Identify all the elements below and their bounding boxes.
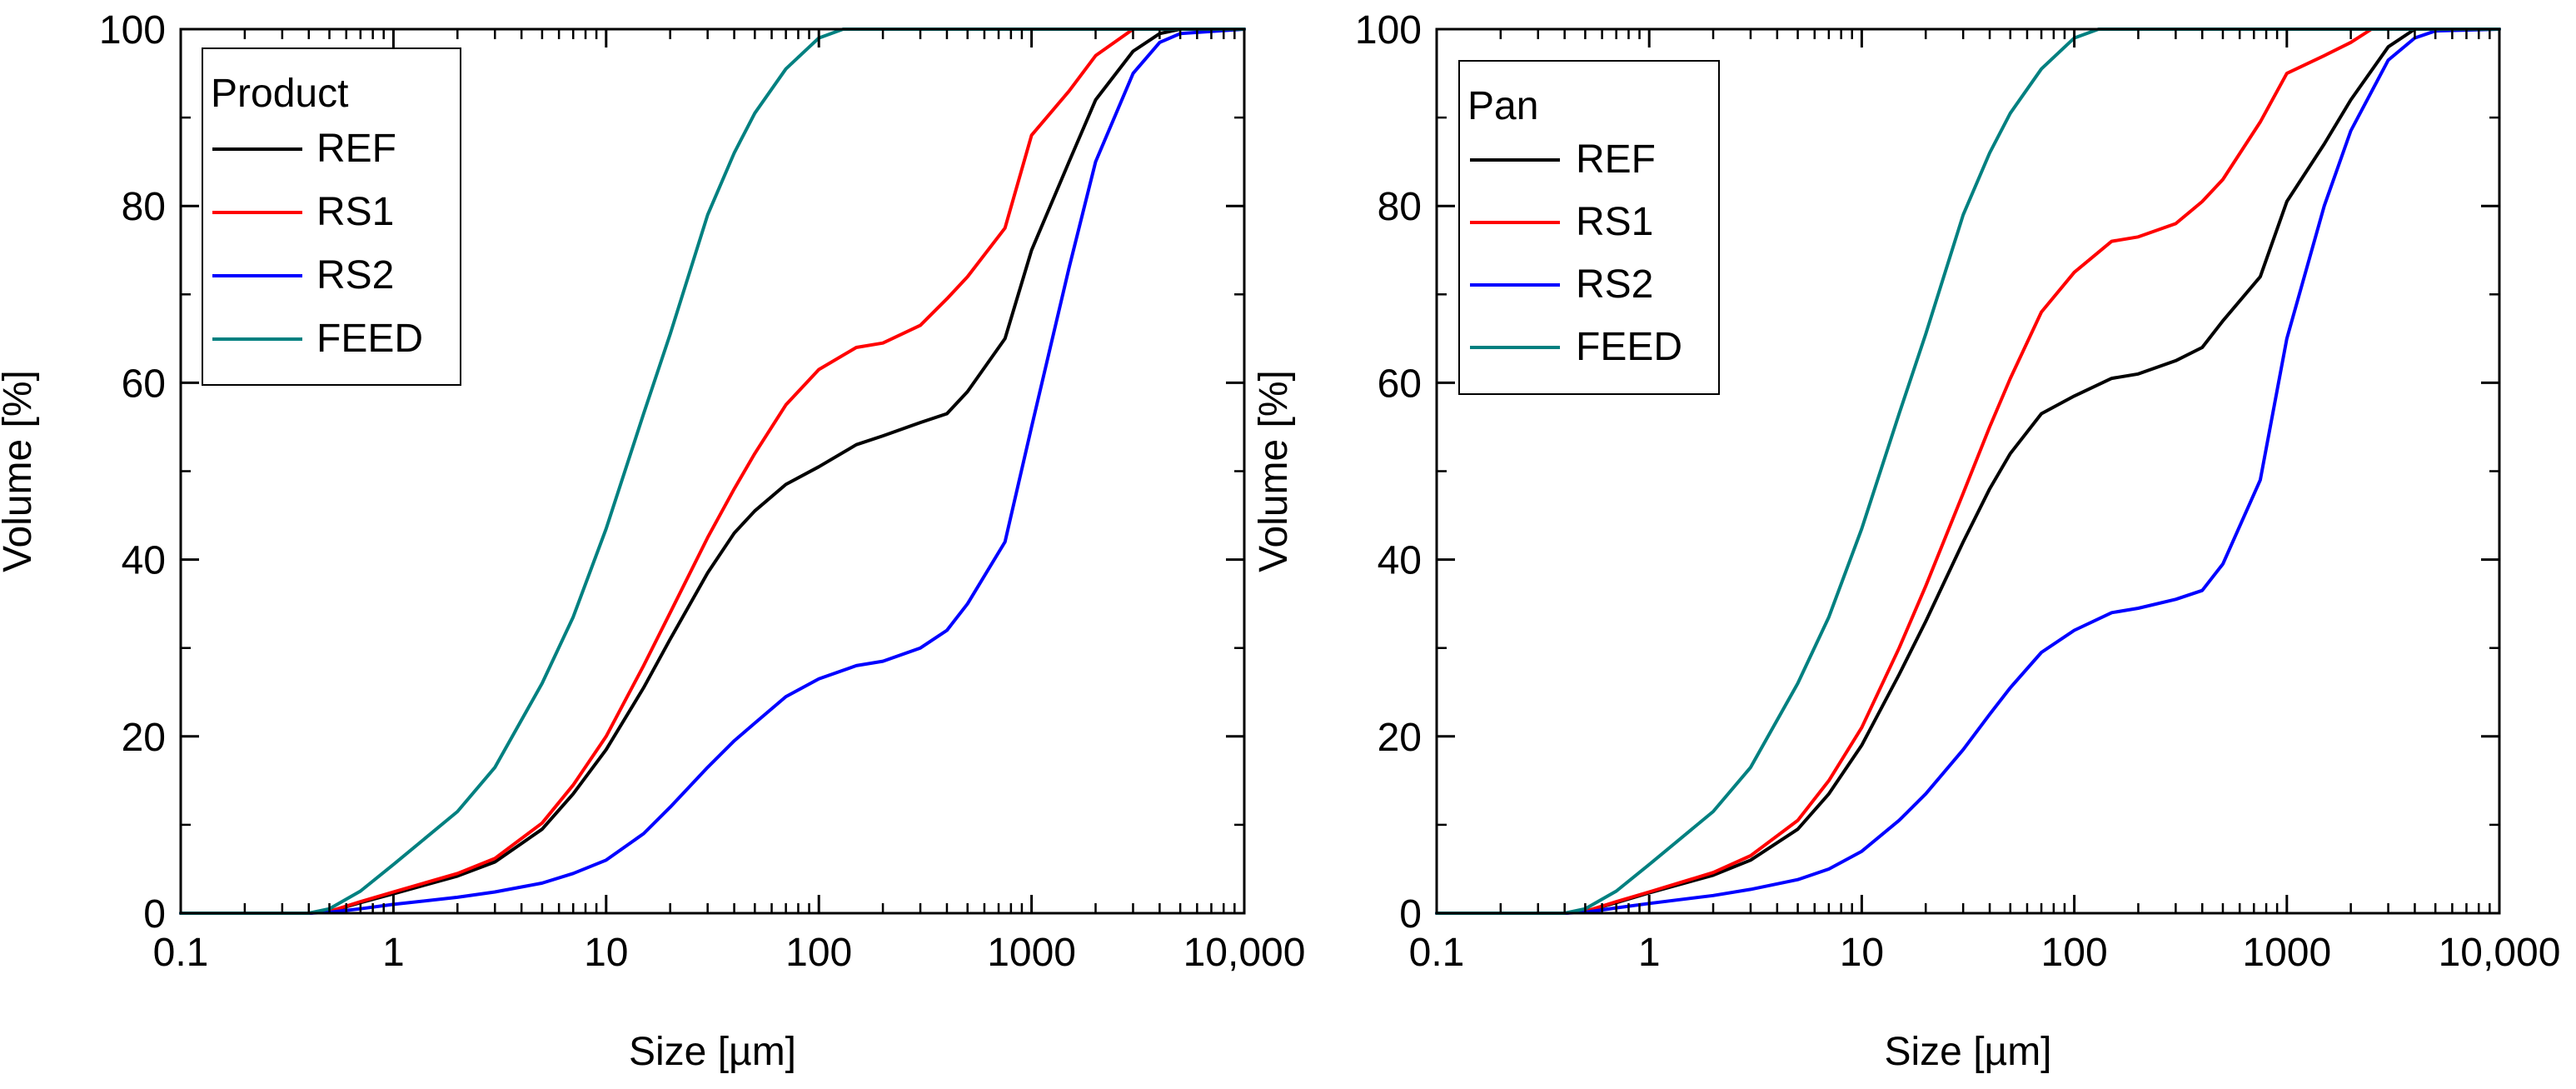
y-axis: 0 20 40 60 80 100	[1355, 8, 2499, 937]
x-tick-label: 0.1	[1409, 931, 1465, 975]
y-axis-label: Volume [%]	[0, 370, 40, 572]
x-axis: 0.1 1 10 100 1000 10,000	[1409, 29, 2561, 975]
x-axis-label: Size [µm]	[629, 1030, 796, 1074]
chart-panel-1: 0.1 1 10 100 1000 10,000 0 20 40 60 80 100 Size [µm]…	[0, 8, 1305, 1074]
y-tick-label: 20	[1378, 716, 1422, 760]
series-group	[179, 27, 1246, 915]
x-tick-label: 10,000	[1183, 931, 1306, 975]
x-tick-label: 100	[2041, 931, 2108, 975]
y-tick-label: 20	[122, 716, 166, 760]
legend-label-rs1: RS1	[1576, 200, 1653, 244]
legend: Product REF RS1 RS2 FEED	[202, 47, 461, 386]
y-tick-label: 40	[122, 539, 166, 583]
legend-label-ref: REF	[1576, 137, 1656, 182]
series-line-ref	[1435, 27, 2501, 915]
series-line-rs2	[179, 27, 1246, 915]
legend-label-feed: FEED	[1576, 325, 1682, 369]
y-tick-label: 60	[1378, 362, 1422, 406]
series-line-ref	[179, 27, 1246, 915]
legend-label-rs2: RS2	[1576, 262, 1653, 307]
series-line-feed	[1435, 27, 2501, 915]
series-line-rs1	[1435, 27, 2501, 915]
chart-panel-2: 0.1 1 10 100 1000 10,000 0 20 40 60 80 100 Size [µm]…	[1252, 8, 2560, 1074]
y-axis-label: Volume [%]	[1252, 370, 1296, 572]
legend-title: Product	[211, 72, 348, 116]
legend-label-ref: REF	[316, 127, 396, 171]
series-line-rs2	[1435, 27, 2501, 915]
x-tick-label: 10,000	[2439, 931, 2561, 975]
x-tick-label: 1	[382, 931, 405, 975]
y-axis: 0 20 40 60 80 100	[99, 8, 1244, 937]
legend-box	[1458, 60, 1720, 395]
x-tick-label: 0.1	[153, 931, 209, 975]
legend-label-rs2: RS2	[316, 253, 394, 297]
x-axis-label: Size [µm]	[1884, 1030, 2051, 1074]
series-line-rs1	[179, 27, 1246, 915]
x-tick-label: 1000	[987, 931, 1076, 975]
y-tick-label: 40	[1378, 539, 1422, 583]
x-tick-label: 10	[584, 931, 628, 975]
x-axis: 0.1 1 10 100 1000 10,000	[153, 29, 1306, 975]
series-line-feed	[179, 27, 1246, 915]
x-tick-label: 100	[785, 931, 852, 975]
y-tick-label: 60	[122, 362, 166, 406]
legend-label-rs1: RS1	[316, 190, 394, 234]
y-tick-label: 80	[1378, 185, 1422, 229]
legend-box	[202, 47, 461, 386]
y-tick-label: 100	[99, 8, 166, 52]
x-tick-label: 1	[1638, 931, 1661, 975]
y-tick-label: 80	[122, 185, 166, 229]
y-tick-label: 0	[143, 892, 166, 937]
series-group	[1435, 27, 2501, 915]
y-tick-label: 100	[1355, 8, 1422, 52]
x-tick-label: 1000	[2242, 931, 2331, 975]
y-tick-label: 0	[1399, 892, 1422, 937]
x-tick-label: 10	[1840, 931, 1884, 975]
legend: Pan REF RS1 RS2 FEED	[1458, 60, 1720, 395]
legend-title: Pan	[1467, 84, 1538, 128]
legend-label-feed: FEED	[316, 317, 423, 361]
